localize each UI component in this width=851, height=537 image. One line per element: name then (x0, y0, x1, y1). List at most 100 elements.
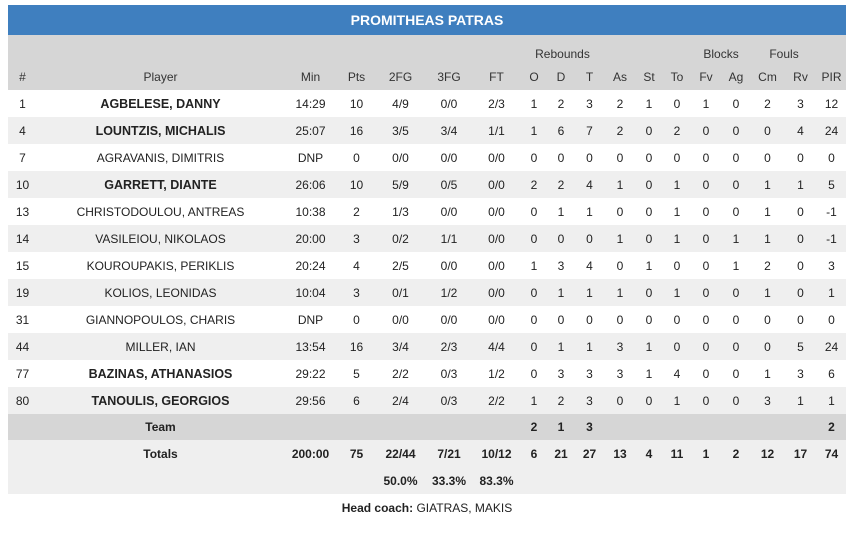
ft-percentage: 83.3% (473, 467, 520, 494)
player-row: 4 LOUNTZIS, MICHALIS 25:07 16 3/5 3/4 1/1 1 6 7 2 0… (8, 117, 847, 144)
stat-cell: 6 (817, 360, 847, 387)
player-row: 77 BAZINAS, ATHANASIOS 29:22 5 2/2 0/3 1/2 0 3 3 3… (8, 360, 847, 387)
total-cell: 6 (520, 440, 548, 467)
player-row: 10 GARRETT, DIANTE 26:06 10 5/9 0/5 0/0 2 2 4 1 0 1 0… (8, 171, 847, 198)
stat-cell: 1 (663, 171, 692, 198)
stat-cell: 0/0 (473, 144, 520, 171)
stat-cell: 3 (605, 360, 636, 387)
stat-cell: 0 (721, 171, 752, 198)
total-cell: 2 (721, 440, 752, 467)
stat-cell: 2 (605, 117, 636, 144)
column-header: Fv (691, 63, 722, 90)
stat-cell: 0 (337, 144, 376, 171)
stat-cell: 0/0 (473, 225, 520, 252)
total-cell: 200:00 (284, 440, 337, 467)
stat-cell: 24 (817, 117, 847, 144)
player-row: 1 AGBELESE, DANNY 14:29 10 4/9 0/0 2/3 1 2 3 2 1 0 1 0… (8, 90, 847, 117)
column-header: PIR (817, 63, 847, 90)
stat-cell: 0/0 (473, 279, 520, 306)
team-offensive-rebounds: 2 (520, 414, 548, 440)
stat-cell: 0/0 (473, 198, 520, 225)
stat-cell: 0 (784, 306, 818, 333)
stat-cell: DNP (284, 144, 337, 171)
column-header: Ag (721, 63, 752, 90)
stat-cell: 0 (691, 333, 722, 360)
head-coach-label: Head coach: (341, 501, 414, 515)
stat-cell: 3/5 (376, 117, 425, 144)
stat-cell: 4 (663, 360, 692, 387)
stat-cell: 1 (605, 279, 636, 306)
stat-cell: 2/2 (376, 360, 425, 387)
stat-cell: 5/9 (376, 171, 425, 198)
stat-cell: 0 (605, 387, 636, 414)
stat-cell: 13 (8, 198, 37, 225)
column-header: Player (37, 63, 284, 90)
stat-cell: 3 (337, 225, 376, 252)
stat-cell: 0/0 (376, 144, 425, 171)
player-name: TANOULIS, GEORGIOS (37, 387, 284, 414)
column-header: D (548, 63, 574, 90)
stat-cell: 1/1 (473, 117, 520, 144)
stat-cell: 0 (721, 117, 752, 144)
stat-cell: 1 (520, 252, 548, 279)
stat-cell: 10:04 (284, 279, 337, 306)
stat-cell: -1 (817, 198, 847, 225)
column-header-row: # Player Min Pts 2FG 3FG FT O D T As St To Fv Ag Cm Rv PI… (8, 63, 847, 90)
stat-cell: 29:22 (284, 360, 337, 387)
stat-cell: 1 (520, 387, 548, 414)
stat-cell: 13:54 (284, 333, 337, 360)
percentages-row: 50.0% 33.3% 83.3% (8, 467, 847, 494)
stat-cell: 12 (817, 90, 847, 117)
stat-cell: 14:29 (284, 90, 337, 117)
stat-cell: 0 (784, 225, 818, 252)
player-row: 13 CHRISTODOULOU, ANTREAS 10:38 2 1/3 0/0 0/0 0… (8, 198, 847, 225)
stat-cell: 1 (635, 90, 664, 117)
player-name: MILLER, IAN (37, 333, 284, 360)
stat-cell: 0 (663, 306, 692, 333)
stat-cell: 0 (574, 225, 606, 252)
team-row: Team 2 1 3 2 (8, 414, 847, 440)
stat-cell: 0 (574, 144, 606, 171)
total-cell: 10/12 (473, 440, 520, 467)
column-header: Pts (337, 63, 376, 90)
stat-cell: 16 (337, 117, 376, 144)
player-row: 80 TANOULIS, GEORGIOS 29:56 6 2/4 0/3 2/2 1 2 3 0 0… (8, 387, 847, 414)
stat-cell: 1 (520, 90, 548, 117)
column-header: Rv (784, 63, 818, 90)
stat-cell: 1 (751, 225, 785, 252)
stat-cell: 0 (784, 144, 818, 171)
column-header: As (605, 63, 636, 90)
total-cell: 4 (635, 440, 664, 467)
stat-cell: 0 (548, 144, 574, 171)
stat-cell: 0/3 (425, 360, 473, 387)
stat-cell: 0 (605, 306, 636, 333)
player-name: LOUNTZIS, MICHALIS (37, 117, 284, 144)
player-name: CHRISTODOULOU, ANTREAS (37, 198, 284, 225)
total-cell: 12 (751, 440, 785, 467)
stat-cell: 0 (817, 144, 847, 171)
total-cell: 75 (337, 440, 376, 467)
stat-cell: 0 (691, 387, 722, 414)
stat-cell: 5 (817, 171, 847, 198)
column-header: O (520, 63, 548, 90)
total-cell: 11 (663, 440, 692, 467)
stat-cell: 0 (691, 117, 722, 144)
stat-cell: 0 (721, 360, 752, 387)
stat-cell: 10 (8, 171, 37, 198)
stat-cell: 3 (751, 387, 785, 414)
stat-cell: 77 (8, 360, 37, 387)
stat-cell: 0 (721, 144, 752, 171)
stat-cell: 0 (663, 252, 692, 279)
stat-cell: 2 (751, 90, 785, 117)
stat-cell: 15 (8, 252, 37, 279)
stat-cell: 2 (751, 252, 785, 279)
stat-cell: 10 (337, 171, 376, 198)
stat-cell: 19 (8, 279, 37, 306)
player-row: 44 MILLER, IAN 13:54 16 3/4 2/3 4/4 0 1 1 3 1 0 0 0 0 5 2… (8, 333, 847, 360)
stat-cell: 0/0 (473, 306, 520, 333)
stat-cell: 29:56 (284, 387, 337, 414)
player-rows: 1 AGBELESE, DANNY 14:29 10 4/9 0/0 2/3 1 2 3 2 1 0 1 0… (8, 90, 847, 414)
stat-cell: 2 (605, 90, 636, 117)
stat-cell: 0 (605, 198, 636, 225)
stat-cell: 0/0 (473, 171, 520, 198)
